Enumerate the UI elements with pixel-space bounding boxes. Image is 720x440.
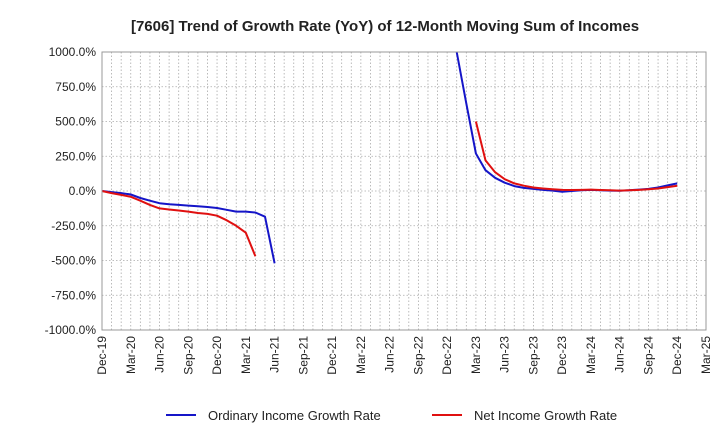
y-axis-ticks: 1000.0% 750.0% 500.0% 250.0% 0.0% -250.0% -500… <box>45 45 97 337</box>
y-tick-label: -250.0% <box>51 219 96 233</box>
x-tick-label: Sep-22 <box>411 336 425 375</box>
net-income-line <box>101 190 257 257</box>
x-tick-label: Dec-19 <box>95 336 109 375</box>
legend-label-ordinary: Ordinary Income Growth Rate <box>208 408 381 423</box>
x-tick-label: Dec-23 <box>555 336 569 375</box>
x-tick-label: Sep-21 <box>296 336 310 375</box>
x-tick-label: Mar-20 <box>124 336 138 374</box>
x-tick-label: Jun-24 <box>613 336 627 373</box>
y-tick-label: 500.0% <box>55 115 96 129</box>
y-tick-label: 750.0% <box>55 80 96 94</box>
x-tick-label: Sep-20 <box>181 336 195 375</box>
x-tick-label: Sep-23 <box>526 336 540 375</box>
x-tick-label: Jun-23 <box>498 336 512 373</box>
series-lines <box>101 51 678 264</box>
y-tick-label: -1000.0% <box>45 323 97 337</box>
grid <box>102 52 706 330</box>
chart-title: [7606] Trend of Growth Rate (YoY) of 12-… <box>131 18 639 35</box>
y-tick-label: 1000.0% <box>49 45 97 59</box>
x-tick-label: Dec-20 <box>210 336 224 375</box>
x-tick-label: Dec-22 <box>440 336 454 375</box>
legend: Ordinary Income Growth Rate Net Income G… <box>166 408 617 423</box>
x-tick-label: Mar-25 <box>699 336 713 374</box>
x-tick-label: Mar-24 <box>584 336 598 374</box>
x-tick-label: Dec-21 <box>325 336 339 375</box>
x-tick-label: Mar-22 <box>354 336 368 374</box>
net-income-line <box>474 121 678 192</box>
x-tick-label: Jun-21 <box>268 336 282 373</box>
y-tick-label: -500.0% <box>51 254 96 268</box>
x-tick-label: Jun-22 <box>383 336 397 373</box>
x-axis-ticks: Dec-19 Mar-20 Jun-20 Sep-20 Dec-20 Mar-21 Jun-… <box>95 336 713 375</box>
y-tick-label: 0.0% <box>69 184 97 198</box>
x-tick-label: Mar-23 <box>469 336 483 374</box>
x-tick-label: Jun-20 <box>153 336 167 373</box>
y-tick-label: 250.0% <box>55 149 96 163</box>
legend-label-net: Net Income Growth Rate <box>474 408 617 423</box>
x-tick-label: Mar-21 <box>239 336 253 374</box>
plot-border <box>101 51 707 331</box>
ordinary-income-line <box>101 190 276 264</box>
y-tick-label: -750.0% <box>51 288 96 302</box>
x-tick-label: Dec-24 <box>670 336 684 375</box>
x-tick-label: Sep-24 <box>641 336 655 375</box>
